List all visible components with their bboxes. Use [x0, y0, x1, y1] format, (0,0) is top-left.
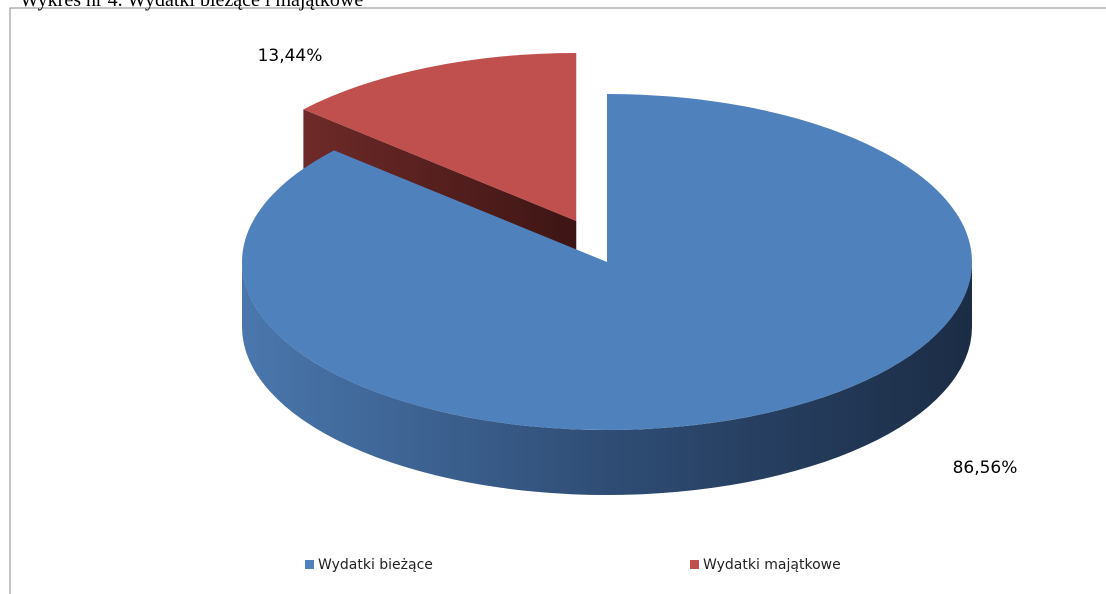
legend-swatch: [305, 560, 314, 569]
legend-label: Wydatki bieżące: [318, 557, 433, 573]
slice: [303, 52, 577, 221]
chart-frame: [9, 7, 1106, 594]
slice-side: [242, 262, 972, 495]
data-label: 86,56%: [953, 458, 1018, 478]
legend-swatch: [690, 560, 699, 569]
data-label: 13,44%: [258, 46, 323, 66]
slice: [241, 94, 972, 431]
legend-label: Wydatki majątkowe: [703, 557, 841, 573]
chart-title: Wykres nr 4. Wydatki bieżące i majątkowe: [20, 0, 363, 11]
